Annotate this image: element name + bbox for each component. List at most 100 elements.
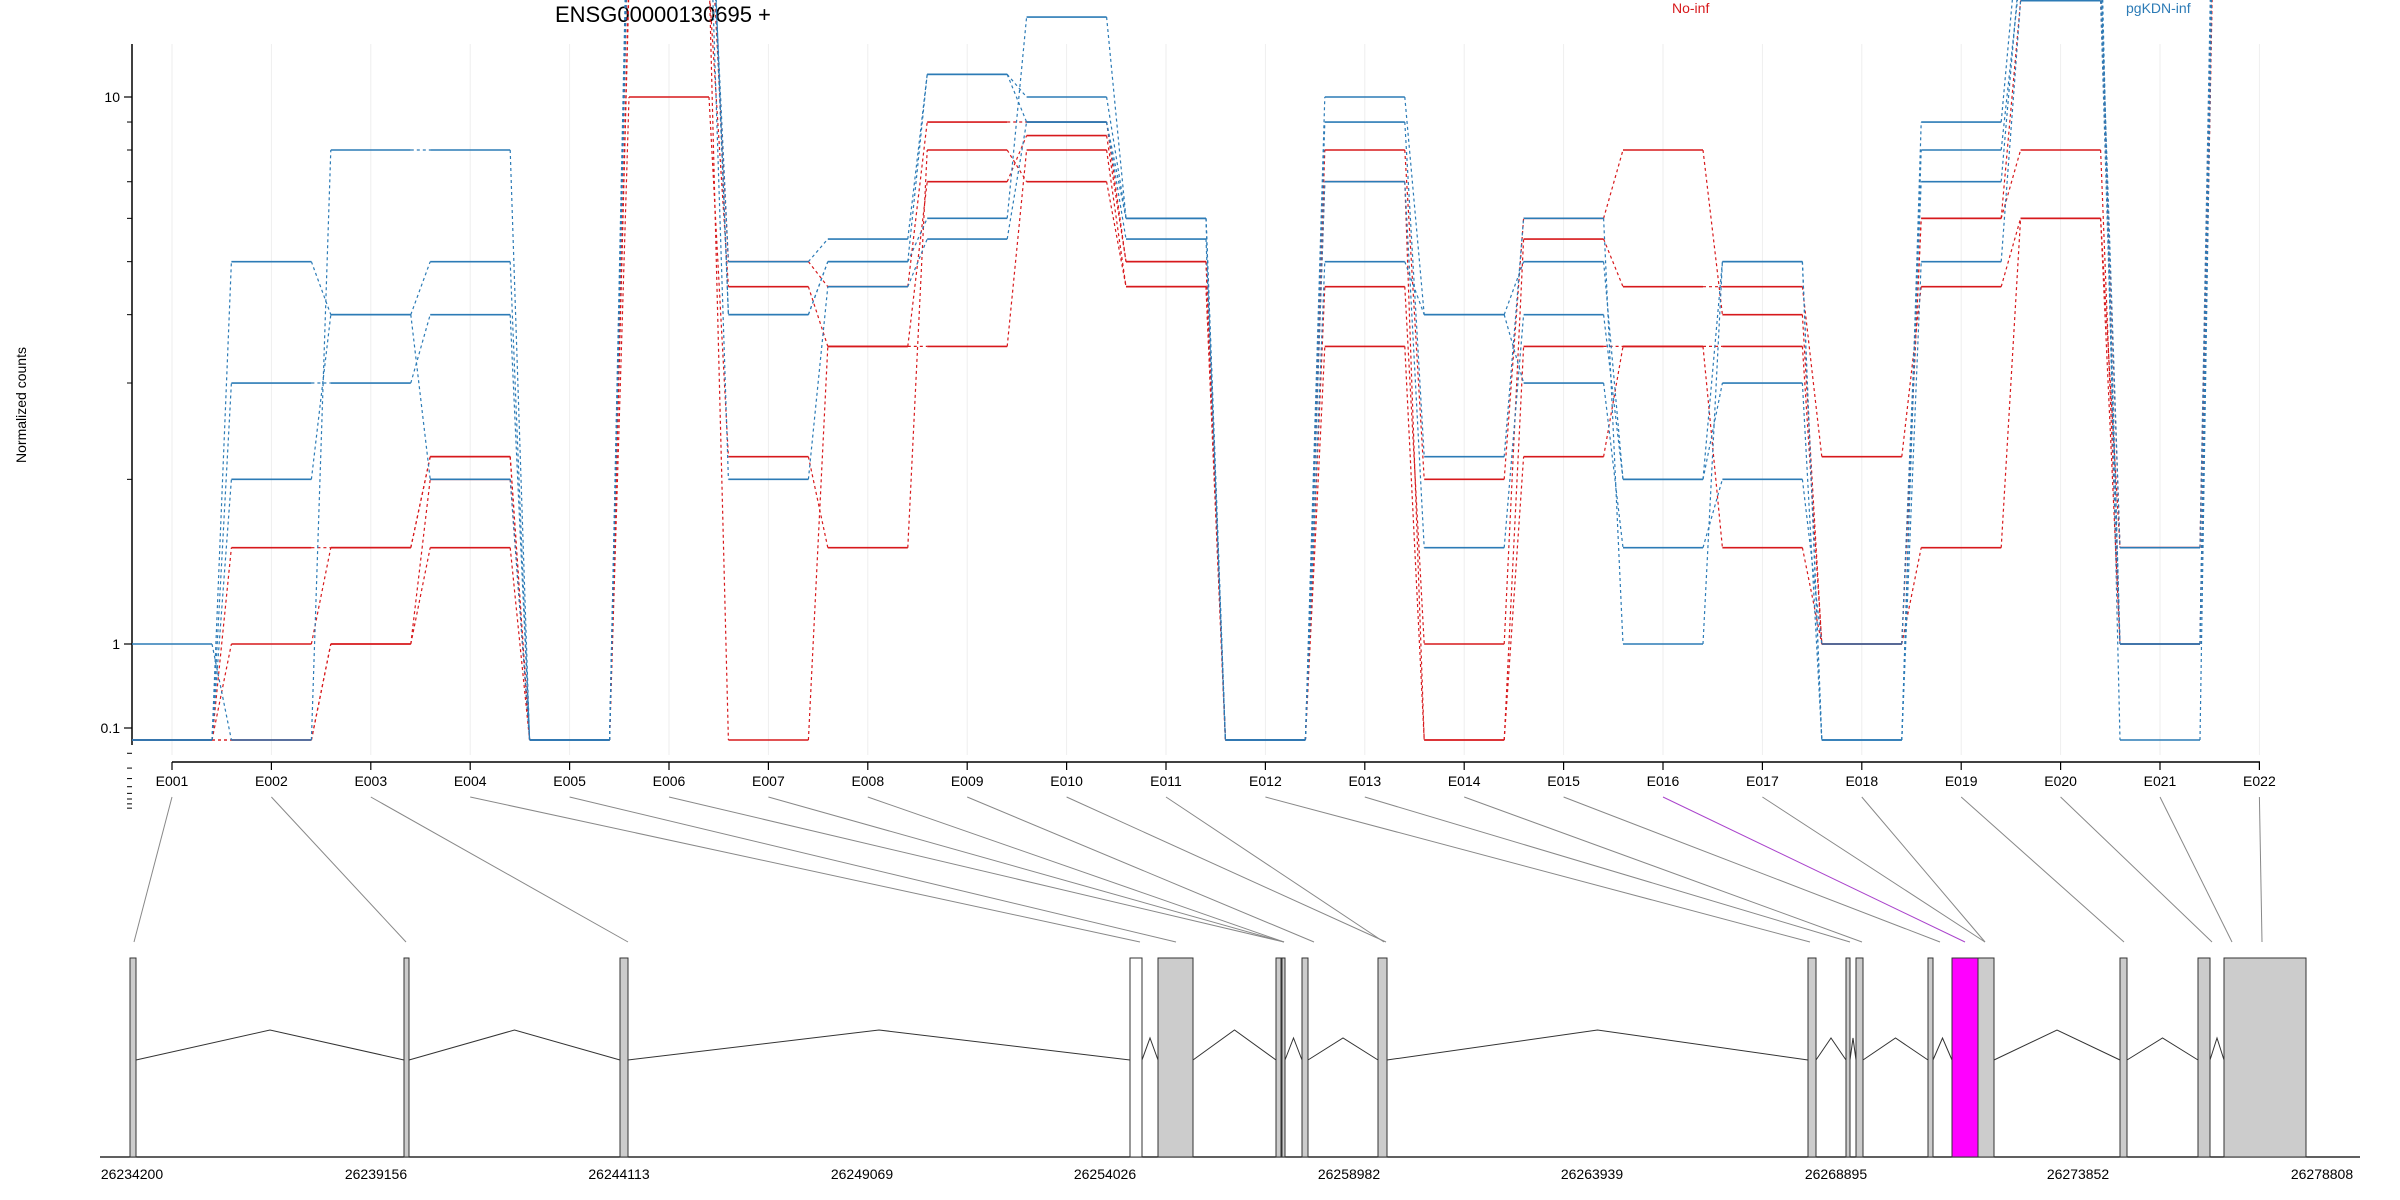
series-connector xyxy=(310,547,332,645)
x-tick-label: E004 xyxy=(454,773,487,789)
series-connector xyxy=(1006,135,1028,182)
series-2 xyxy=(132,0,2213,741)
series-connector xyxy=(1603,261,1624,480)
series-connector xyxy=(509,456,531,741)
series-connector xyxy=(1901,181,1922,645)
exon-connector xyxy=(569,796,1177,943)
series-connector xyxy=(709,0,729,287)
series-connector xyxy=(907,218,928,262)
series-connector xyxy=(1901,286,1922,457)
series-connector xyxy=(1901,149,1922,741)
series-connector xyxy=(609,0,626,741)
legend-label-no-inf: No-inf xyxy=(1672,0,1709,16)
exon-connector xyxy=(1364,796,1851,943)
series-connector xyxy=(709,0,729,741)
exon-connector xyxy=(2159,796,2233,943)
series-connector xyxy=(807,286,829,347)
x-tick-label: E008 xyxy=(851,773,884,789)
series-connector xyxy=(2000,0,2022,262)
series-connector xyxy=(609,96,630,741)
series-connector xyxy=(310,261,332,315)
x-tick-label: E021 xyxy=(2144,773,2177,789)
series-connector xyxy=(907,149,928,548)
series-connector xyxy=(1603,238,1624,287)
series-connector xyxy=(1603,346,1624,457)
series-connector xyxy=(1702,261,1723,480)
series-5 xyxy=(132,0,2213,741)
coordinate-label: 26258982 xyxy=(1318,1166,1381,1182)
series-8 xyxy=(132,0,2212,741)
x-tick-label: E018 xyxy=(1845,773,1878,789)
x-tick-label: E015 xyxy=(1547,773,1580,789)
x-tick-label: E007 xyxy=(752,773,785,789)
series-connector xyxy=(1106,96,1127,219)
series-connector xyxy=(1801,547,1823,645)
series-connector xyxy=(211,382,232,741)
series-connector xyxy=(1304,181,1326,741)
series-connector xyxy=(509,149,531,741)
exon-box xyxy=(1377,957,1388,1158)
x-tick-label: E017 xyxy=(1746,773,1779,789)
intron-line xyxy=(408,1029,621,1061)
exon-connector xyxy=(668,796,1285,943)
exon-connector xyxy=(271,796,407,943)
exon-box xyxy=(1845,957,1851,1158)
exon-box xyxy=(403,957,410,1158)
series-connector xyxy=(1404,181,1425,548)
series-connector xyxy=(1006,73,1028,98)
series-connector xyxy=(1404,149,1425,480)
series-connector xyxy=(410,456,431,548)
x-tick-label: E019 xyxy=(1945,773,1978,789)
series-connector xyxy=(2000,0,2022,219)
exon-connector xyxy=(2060,796,2213,943)
series-connector xyxy=(1603,218,1624,645)
intron-line xyxy=(1932,1036,1953,1061)
series-connector xyxy=(410,261,431,315)
series-connector xyxy=(1801,479,1823,645)
series-connector xyxy=(1503,238,1525,645)
intron-line xyxy=(2209,1036,2225,1061)
series-connector xyxy=(2100,218,2121,645)
y-tick-label: 10 xyxy=(104,89,120,105)
exon-connector xyxy=(1165,796,1385,943)
series-7 xyxy=(132,0,2212,741)
coordinate-label: 26234200 xyxy=(101,1166,164,1182)
series-connector xyxy=(1702,149,1723,315)
series-connector xyxy=(609,0,627,741)
y-axis: 0.1110203050100 xyxy=(101,44,133,809)
series-connector xyxy=(1901,261,1922,741)
y-tick-label: 1 xyxy=(112,636,120,652)
coordinate-label: 26239156 xyxy=(345,1166,408,1182)
series-connector xyxy=(1503,456,1525,741)
intron-line xyxy=(135,1029,405,1061)
series-connector xyxy=(1304,286,1326,741)
series-connector xyxy=(1006,74,1028,123)
intron-line xyxy=(1284,1036,1303,1061)
exon-box xyxy=(619,957,629,1158)
series-connector xyxy=(1702,261,1723,645)
x-tick-label: E022 xyxy=(2243,773,2276,789)
series-connector xyxy=(1603,314,1624,480)
series-connector xyxy=(2100,0,2121,645)
series-connector xyxy=(1801,314,1823,645)
series-connector xyxy=(1801,346,1823,645)
series-connector xyxy=(211,643,232,741)
series-connector xyxy=(1801,261,1823,741)
series-connector xyxy=(1503,314,1525,548)
series-connector xyxy=(410,479,431,645)
series-connector xyxy=(1404,96,1425,315)
series-connector xyxy=(907,74,928,262)
coordinate-label: 26273852 xyxy=(2047,1166,2110,1182)
x-tick-label: E005 xyxy=(553,773,586,789)
plot-area xyxy=(132,0,2213,741)
coordinate-label: 26254026 xyxy=(1074,1166,1137,1182)
intron-line xyxy=(1815,1037,1847,1061)
series-connector xyxy=(907,74,928,240)
exon-box xyxy=(1301,957,1309,1158)
series-connector xyxy=(1603,382,1624,548)
series-connector xyxy=(2100,218,2121,548)
exon-connector-lines xyxy=(133,796,2263,943)
series-connector xyxy=(2199,0,2213,548)
exon-connector xyxy=(1960,796,2125,943)
series-connector xyxy=(1304,96,1326,741)
